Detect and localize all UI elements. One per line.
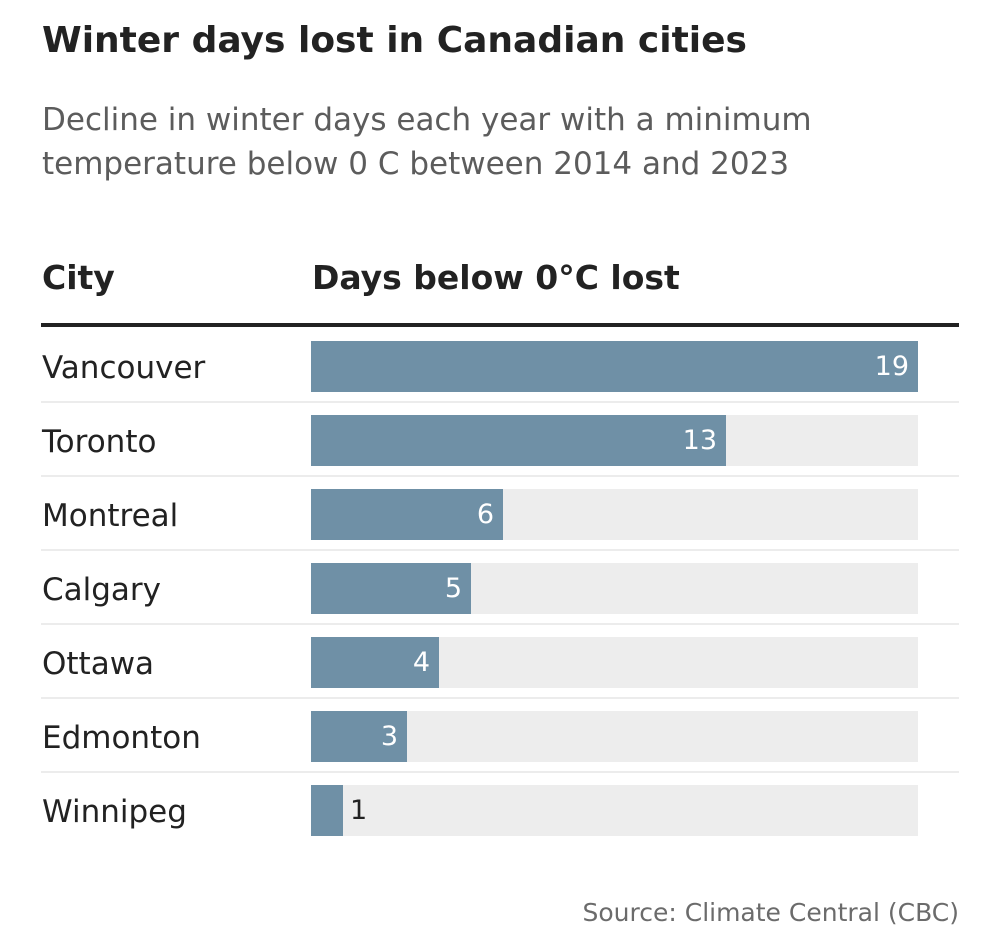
bar-track: 6 bbox=[311, 489, 918, 540]
bar-value-label: 19 bbox=[874, 351, 909, 382]
bar-value-label: 13 bbox=[682, 425, 717, 456]
column-header-days-lost: Days below 0°C lost bbox=[312, 258, 680, 297]
bar-track: 4 bbox=[311, 637, 918, 688]
table-row: Calgary 5 bbox=[41, 551, 959, 625]
city-label: Edmonton bbox=[42, 720, 201, 756]
bar bbox=[311, 563, 471, 614]
row-divider bbox=[41, 623, 959, 625]
bar-value-label: 5 bbox=[444, 573, 462, 604]
bar bbox=[311, 341, 918, 392]
city-label: Vancouver bbox=[42, 350, 206, 386]
table-row: Ottawa 4 bbox=[41, 625, 959, 699]
city-label: Toronto bbox=[42, 424, 157, 460]
bar-track: 13 bbox=[311, 415, 918, 466]
table-row: Montreal 6 bbox=[41, 477, 959, 551]
column-header-city: City bbox=[42, 258, 115, 297]
bar bbox=[311, 637, 439, 688]
row-divider bbox=[41, 475, 959, 477]
bar-track: 3 bbox=[311, 711, 918, 762]
bar-track: 5 bbox=[311, 563, 918, 614]
table-row: Vancouver 19 bbox=[41, 329, 959, 403]
row-divider bbox=[41, 771, 959, 773]
city-label: Calgary bbox=[42, 572, 162, 608]
chart-subtitle: Decline in winter days each year with a … bbox=[42, 102, 812, 182]
row-divider bbox=[41, 549, 959, 551]
row-divider bbox=[41, 697, 959, 699]
bar-value-label: 1 bbox=[350, 795, 368, 826]
table-row: Toronto 13 bbox=[41, 403, 959, 477]
city-label: Montreal bbox=[42, 498, 179, 534]
bar-track: 1 bbox=[311, 785, 918, 836]
city-label: Winnipeg bbox=[42, 794, 187, 830]
bar-value-label: 4 bbox=[412, 647, 430, 678]
table-row: Edmonton 3 bbox=[41, 699, 959, 773]
bar-track: 19 bbox=[311, 341, 918, 392]
bar bbox=[311, 785, 343, 836]
bar bbox=[311, 711, 407, 762]
bar bbox=[311, 489, 503, 540]
header-rule bbox=[41, 323, 959, 327]
bar-value-label: 3 bbox=[380, 721, 398, 752]
bar-value-label: 6 bbox=[476, 499, 494, 530]
bar bbox=[311, 415, 726, 466]
source-note: Source: Climate Central (CBC) bbox=[582, 898, 960, 927]
city-label: Ottawa bbox=[42, 646, 155, 682]
table-row: Winnipeg 1 bbox=[41, 773, 959, 847]
chart-title: Winter days lost in Canadian cities bbox=[42, 20, 747, 61]
row-divider bbox=[41, 401, 959, 403]
